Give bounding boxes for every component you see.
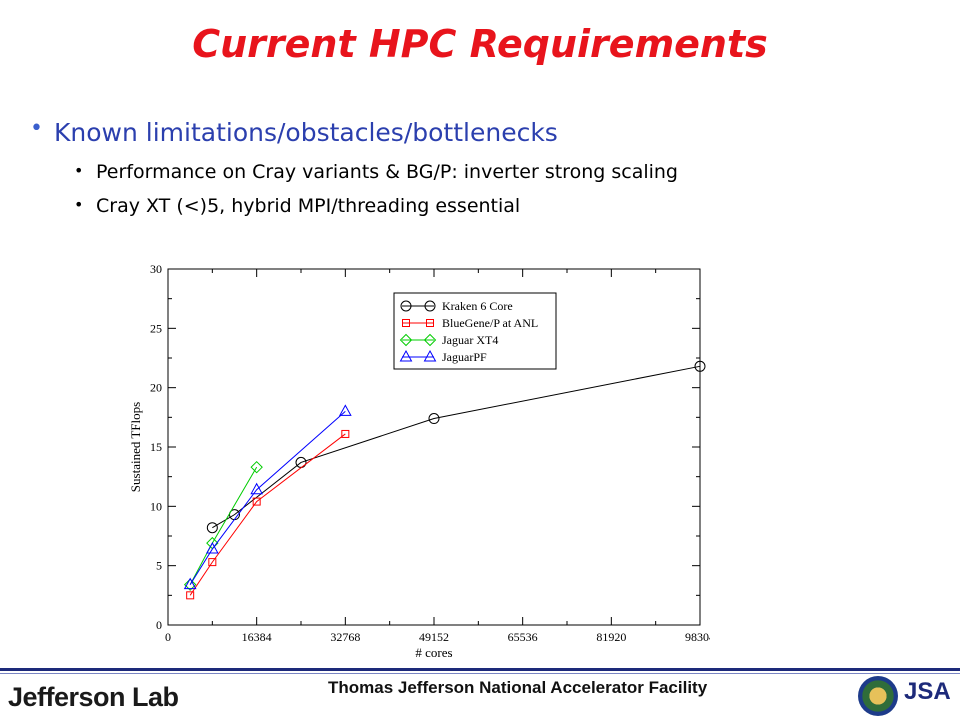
data-point-2-2 bbox=[250, 460, 263, 474]
y-tick-label: 10 bbox=[150, 499, 162, 513]
legend-marker-end-0 bbox=[424, 300, 436, 312]
legend-label-3: JaguarPF bbox=[442, 350, 487, 364]
data-point-1-0 bbox=[186, 591, 195, 600]
y-tick-label: 15 bbox=[150, 440, 162, 454]
data-point-3-2 bbox=[250, 482, 264, 495]
footer-rule bbox=[0, 668, 960, 671]
footer-rule-thin bbox=[0, 673, 960, 674]
jefferson-lab-logo: Jefferson Lab bbox=[8, 682, 179, 712]
legend-marker-end-3 bbox=[423, 349, 437, 362]
y-tick-label: 30 bbox=[150, 262, 162, 276]
data-point-3-0 bbox=[183, 577, 197, 590]
sub-bullet-1: Performance on Cray variants & BG/P: inv… bbox=[60, 161, 930, 183]
slide-title: Current HPC Requirements bbox=[192, 22, 768, 66]
jsa-logo: JSA bbox=[904, 678, 951, 705]
x-tick-label: 98304 bbox=[685, 630, 710, 644]
x-tick-label: 32768 bbox=[330, 630, 360, 644]
x-tick-label: 81920 bbox=[596, 630, 626, 644]
y-axis-label: Sustained TFlops bbox=[128, 402, 143, 492]
y-tick-label: 25 bbox=[150, 321, 162, 335]
legend-marker-1 bbox=[402, 319, 410, 327]
main-bullet: Known limitations/obstacles/bottlenecks bbox=[30, 116, 930, 147]
legend-label-2: Jaguar XT4 bbox=[442, 333, 498, 347]
y-tick-label: 5 bbox=[156, 559, 162, 573]
legend-label-1: BlueGene/P at ANL bbox=[442, 316, 538, 330]
scaling-chart: 0 16384 32768 49152 65536 81920 98304 0 5 10 15 20 2… bbox=[128, 262, 710, 660]
legend-marker-0 bbox=[400, 300, 412, 312]
data-point-1-1 bbox=[208, 558, 217, 567]
data-point-1-2 bbox=[252, 497, 261, 506]
y-tick-label: 20 bbox=[150, 381, 162, 395]
data-point-0-4 bbox=[694, 360, 706, 372]
x-axis-label: # cores bbox=[415, 645, 452, 660]
legend-marker-3 bbox=[399, 349, 413, 362]
y-tick-label: 0 bbox=[156, 618, 162, 632]
x-tick-label: 0 bbox=[165, 630, 171, 644]
x-tick-label: 49152 bbox=[419, 630, 449, 644]
series-line-2 bbox=[189, 466, 258, 585]
legend-marker-end-2 bbox=[423, 333, 437, 347]
facility-name: Thomas Jefferson National Accelerator Fa… bbox=[328, 678, 708, 697]
series-line-3 bbox=[189, 411, 346, 585]
x-tick-label: 16384 bbox=[242, 630, 272, 644]
legend-marker-2 bbox=[399, 333, 413, 347]
series-line-0 bbox=[212, 365, 701, 529]
data-point-3-1 bbox=[205, 542, 219, 554]
bullet-list: Known limitations/obstacles/bottlenecks … bbox=[30, 116, 930, 229]
legend-marker-end-1 bbox=[426, 319, 434, 327]
data-point-0-3 bbox=[428, 413, 440, 425]
data-point-3-3 bbox=[338, 404, 352, 416]
sub-bullet-2: Cray XT (<)5, hybrid MPI/threading essen… bbox=[60, 195, 930, 217]
doe-seal-icon bbox=[858, 676, 898, 716]
series-line-1 bbox=[189, 433, 346, 596]
data-point-0-0 bbox=[206, 522, 218, 534]
x-tick-label: 65536 bbox=[508, 630, 538, 644]
legend-label-0: Kraken 6 Core bbox=[442, 299, 513, 313]
data-point-2-0 bbox=[183, 578, 197, 591]
footer: Jefferson Lab Thomas Jefferson National … bbox=[0, 668, 960, 720]
data-point-1-3 bbox=[341, 429, 350, 438]
